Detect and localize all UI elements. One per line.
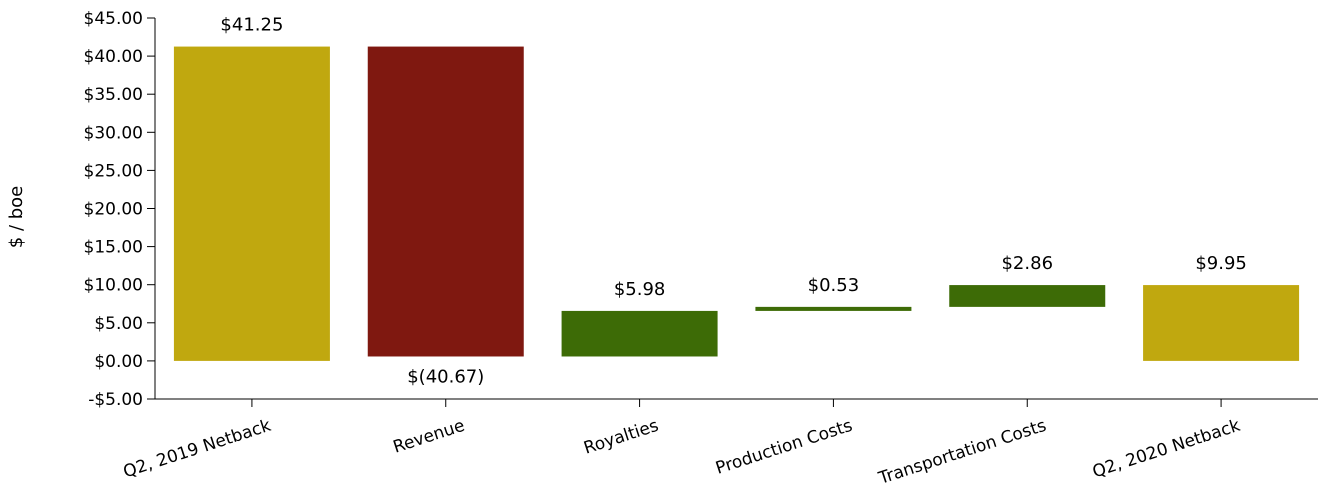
y-tick-label: $20.00 <box>84 200 143 220</box>
y-axis: -$5.00 $0.00 $5.00 $10.00 $15.00 $20.00 $25.00… <box>84 9 156 410</box>
data-label-4: $0.53 <box>808 275 860 296</box>
y-tick-label: $10.00 <box>84 276 143 296</box>
data-labels: $41.25 $(40.67) $5.98 $0.53 $2.86 $9.95 <box>220 15 1246 388</box>
y-tick-label: $15.00 <box>84 238 143 258</box>
bar-3 <box>561 310 718 357</box>
y-tick-label: $30.00 <box>84 123 143 143</box>
y-tick-label: $0.00 <box>94 352 143 372</box>
x-tick-label: Q2, 2020 Netback <box>1090 416 1243 483</box>
bar-4 <box>755 306 912 311</box>
y-tick-label: $5.00 <box>94 314 143 334</box>
bar-5 <box>949 285 1106 307</box>
x-tick-label: Q2, 2019 Netback <box>121 416 274 483</box>
y-tick-label: -$5.00 <box>88 390 143 410</box>
data-label-6: $9.95 <box>1195 253 1247 274</box>
bar-1 <box>173 46 330 361</box>
y-tick-label: $40.00 <box>84 47 143 67</box>
x-axis: Q2, 2019 Netback Revenue Royalties Producti… <box>121 398 1318 489</box>
x-tick-label: Royalties <box>581 416 661 459</box>
x-tick-label: Production Costs <box>713 416 855 479</box>
y-tick-label: $35.00 <box>84 85 143 105</box>
data-label-3: $5.98 <box>614 279 666 300</box>
y-tick-label: $25.00 <box>84 161 143 181</box>
data-label-2: $(40.67) <box>407 366 484 387</box>
x-tick-label: Transportation Costs <box>875 416 1049 489</box>
y-tick-label: $45.00 <box>84 9 143 29</box>
y-axis-title: $ / boe <box>6 186 27 248</box>
x-tick-label: Revenue <box>391 416 468 458</box>
bar-2 <box>367 46 524 357</box>
bar-6 <box>1143 285 1300 361</box>
data-label-1: $41.25 <box>220 15 283 36</box>
data-label-5: $2.86 <box>1001 253 1053 274</box>
bars <box>173 46 1300 361</box>
